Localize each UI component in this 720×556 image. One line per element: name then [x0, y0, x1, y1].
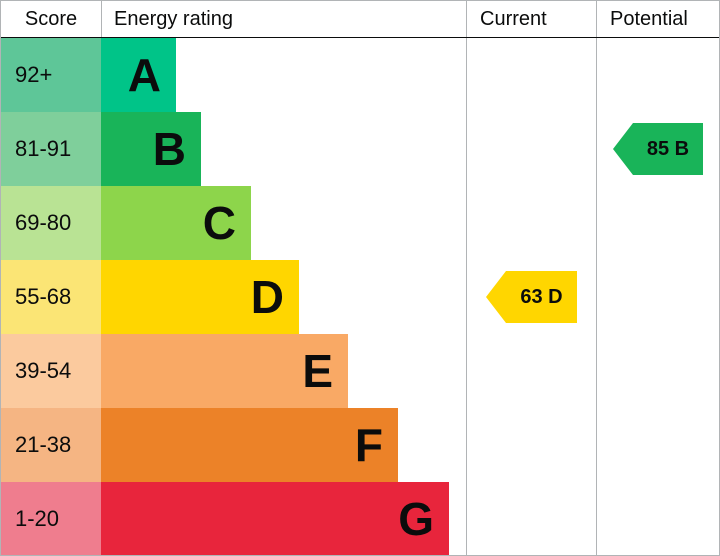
band-row-a: 92+ A	[1, 38, 719, 112]
bar-cell-f: F	[101, 408, 466, 482]
current-cell-g	[466, 482, 596, 555]
band-letter-e: E	[302, 345, 333, 397]
score-range-c: 69-80	[1, 186, 101, 260]
bar-cell-g: G	[101, 482, 466, 555]
band-letter-b: B	[152, 123, 186, 175]
score-range-b: 81-91	[1, 112, 101, 186]
potential-arrow-point-icon	[612, 123, 633, 175]
score-range-g: 1-20	[1, 482, 101, 555]
potential-cell-e	[596, 334, 719, 408]
current-rating-arrow: 63 D	[486, 271, 577, 323]
current-arrow-point-icon	[486, 271, 507, 323]
band-row-f: 21-38 F	[1, 408, 719, 482]
potential-cell-g	[596, 482, 719, 555]
band-row-b: 81-91 B 85 B	[1, 112, 719, 186]
score-range-e: 39-54	[1, 334, 101, 408]
band-letter-a: A	[127, 49, 161, 101]
current-cell-e	[466, 334, 596, 408]
potential-cell-f	[596, 408, 719, 482]
chart-header-row: Score Energy rating Current Potential	[1, 1, 719, 38]
band-row-e: 39-54 E	[1, 334, 719, 408]
bar-cell-c: C	[101, 186, 466, 260]
band-row-d: 55-68 D 63 D	[1, 260, 719, 334]
score-range-d: 55-68	[1, 260, 101, 334]
bar-cell-e: E	[101, 334, 466, 408]
score-range-a: 92+	[1, 38, 101, 112]
potential-rating-arrow: 85 B	[612, 123, 704, 175]
header-energy-rating: Energy rating	[101, 1, 466, 37]
bar-cell-d: D	[101, 260, 466, 334]
bar-cell-b: B	[101, 112, 466, 186]
band-bar-f: F	[101, 408, 398, 482]
potential-cell-a	[596, 38, 719, 112]
current-cell-a	[466, 38, 596, 112]
current-cell-f	[466, 408, 596, 482]
current-cell-c	[466, 186, 596, 260]
bar-cell-a: A	[101, 38, 466, 112]
band-bar-a: A	[101, 38, 176, 112]
band-bar-c: C	[101, 186, 251, 260]
score-range-f: 21-38	[1, 408, 101, 482]
band-bar-d: D	[101, 260, 299, 334]
current-arrow-label: 63 D	[506, 271, 577, 323]
band-row-c: 69-80 C	[1, 186, 719, 260]
band-letter-g: G	[398, 493, 434, 545]
potential-cell-c	[596, 186, 719, 260]
epc-band-rows: 92+ A 81-91 B 85 B 69-80 C 55-68 D 63 D 39-54 E 21-3…	[1, 38, 719, 555]
band-bar-b: B	[101, 112, 201, 186]
header-potential: Potential	[596, 1, 719, 37]
header-score: Score	[24, 7, 78, 30]
band-letter-f: F	[354, 419, 383, 471]
current-cell-b	[466, 112, 596, 186]
band-letter-c: C	[202, 197, 236, 249]
band-bar-e: E	[101, 334, 348, 408]
band-letter-d: D	[250, 271, 284, 323]
potential-cell-b: 85 B	[596, 112, 719, 186]
header-current: Current	[466, 1, 596, 37]
potential-arrow-label: 85 B	[632, 123, 704, 175]
band-bar-g: G	[101, 482, 449, 555]
current-cell-d: 63 D	[466, 260, 596, 334]
band-row-g: 1-20 G	[1, 482, 719, 555]
potential-cell-d	[596, 260, 719, 334]
